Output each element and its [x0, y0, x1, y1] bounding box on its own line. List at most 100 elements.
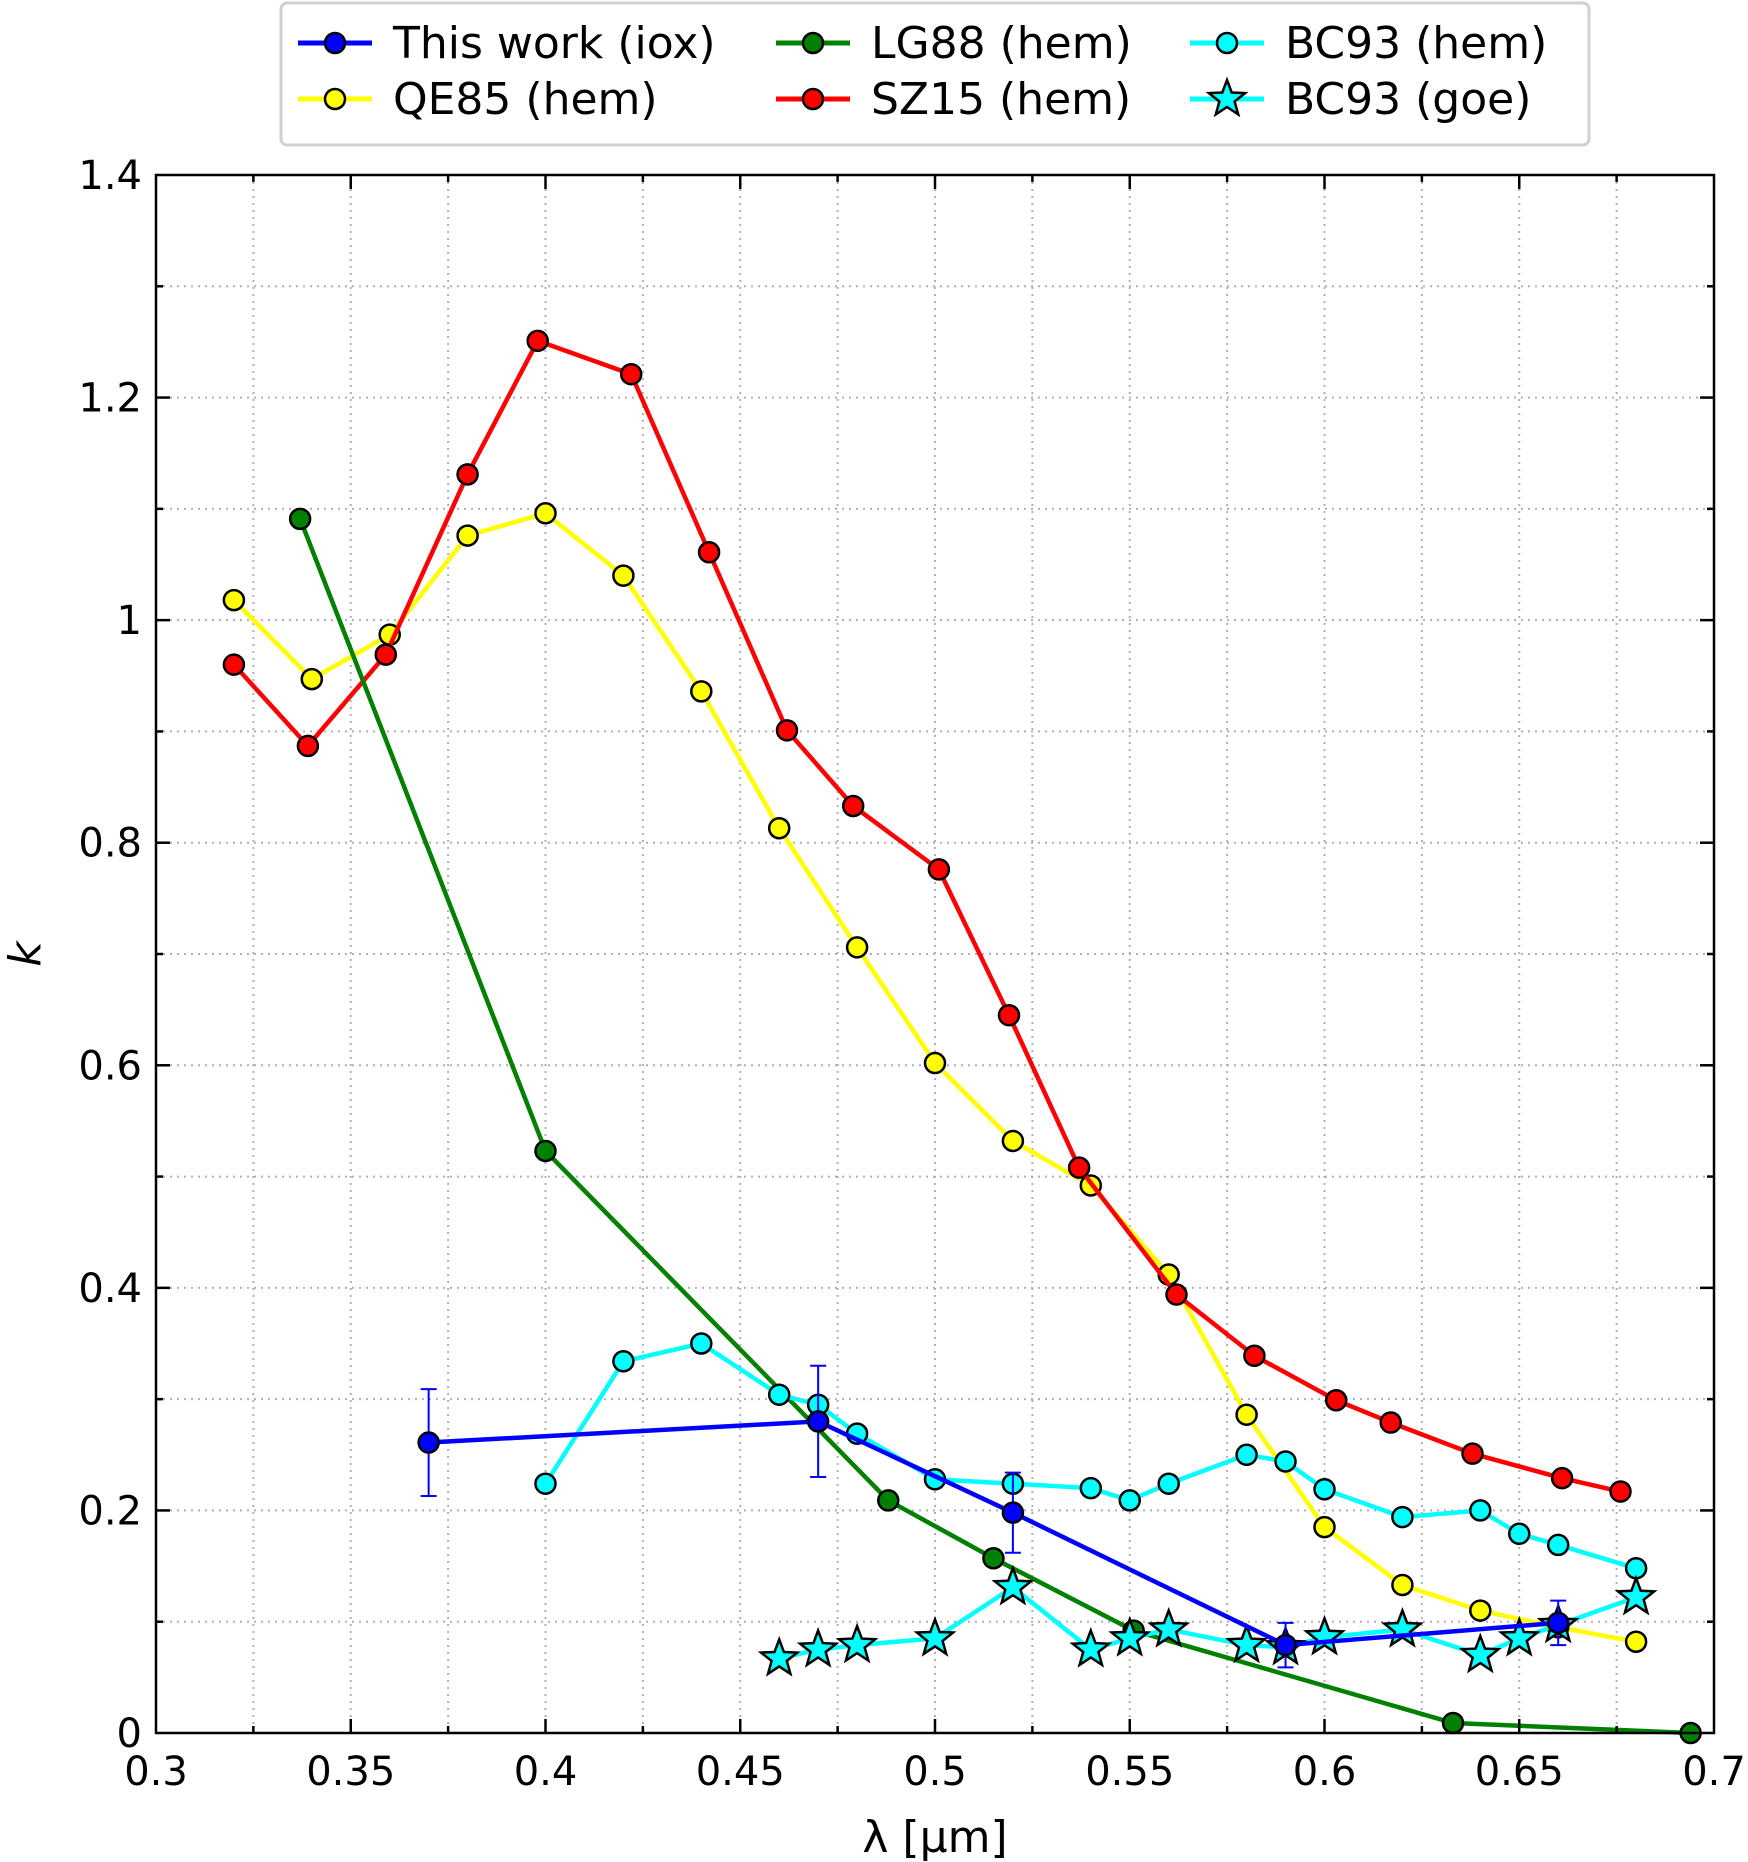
data-point	[1274, 1450, 1297, 1473]
data-point	[801, 87, 825, 111]
data-point	[1609, 1480, 1632, 1503]
data-point	[1001, 1129, 1025, 1153]
data-point	[323, 31, 347, 55]
data-point	[619, 362, 643, 386]
y-tick-label: 0.2	[78, 1488, 142, 1534]
series-line	[232, 338, 1622, 1494]
data-point	[877, 1489, 900, 1512]
y-tick-label: 1	[117, 598, 142, 644]
legend-label: BC93 (hem)	[1285, 18, 1547, 69]
data-point	[1001, 1501, 1025, 1524]
x-tick-label: 0.6	[1293, 1749, 1357, 1795]
x-tick-label: 0.7	[1682, 1749, 1746, 1795]
data-point	[1546, 1533, 1570, 1557]
data-point-star	[1225, 1622, 1269, 1664]
data-point-star	[1380, 1606, 1424, 1648]
data-point	[1235, 1443, 1258, 1467]
y-tick-label: 1.2	[78, 376, 142, 422]
y-tick-label: 0	[117, 1711, 142, 1757]
data-point	[1243, 1344, 1266, 1367]
data-point	[767, 1383, 791, 1406]
series-line	[778, 1584, 1637, 1661]
data-point	[697, 541, 721, 564]
data-point-star	[1497, 1615, 1541, 1657]
legend: This work (iox)QE85 (hem) LG88 (hem)SZ15 …	[279, 1, 1591, 147]
data-point	[534, 502, 557, 525]
data-point	[841, 794, 865, 818]
data-point	[374, 643, 398, 666]
y-tick-label: 0.8	[78, 821, 142, 867]
data-point	[1550, 1466, 1574, 1490]
x-tick-label: 0.3	[124, 1749, 188, 1795]
legend-label: This work (iox)	[392, 18, 716, 69]
data-point	[1118, 1489, 1141, 1512]
data-point-star	[835, 1622, 879, 1664]
series-0	[417, 1364, 1570, 1669]
data-point	[1391, 1505, 1414, 1529]
legend-box	[279, 1, 1591, 147]
data-point-star	[1147, 1606, 1191, 1648]
x-tick-label: 0.65	[1475, 1749, 1564, 1795]
ticks: 0.3 0.35 0.4 0.45 0.5 0.55 0.6 0.65 0.7 0 0.2 0.4 0.…	[78, 153, 1745, 1795]
data-point	[690, 1332, 713, 1355]
data-point	[1379, 1411, 1402, 1434]
data-point-star	[913, 1615, 957, 1657]
data-point	[767, 816, 791, 840]
data-point	[1067, 1156, 1091, 1179]
series-line	[428, 1419, 1559, 1648]
data-point	[417, 1431, 440, 1454]
y-tick-label: 1.4	[78, 153, 142, 199]
y-tick-label: 0.6	[78, 1043, 142, 1089]
data-point	[1469, 1499, 1492, 1522]
data-point	[775, 719, 799, 742]
data-point	[1546, 1611, 1570, 1635]
data-point	[534, 1139, 557, 1163]
data-point-star	[991, 1564, 1035, 1606]
data-point	[534, 1472, 557, 1495]
data-point	[1469, 1599, 1492, 1622]
data-point	[923, 1051, 947, 1075]
series-layer	[222, 329, 1702, 1745]
data-point	[1313, 1478, 1336, 1501]
data-point	[690, 680, 713, 703]
data-point	[1441, 1711, 1465, 1735]
series-3	[222, 329, 1632, 1503]
data-point	[1461, 1442, 1484, 1465]
data-point	[526, 329, 549, 353]
series-1	[222, 502, 1648, 1653]
data-point	[1624, 1630, 1648, 1653]
data-point-star	[757, 1635, 801, 1677]
data-point-star	[796, 1626, 840, 1668]
data-point-star	[1614, 1574, 1658, 1616]
data-point	[997, 1003, 1021, 1027]
data-point	[288, 507, 312, 531]
series-2	[288, 507, 1702, 1745]
data-point	[1313, 1515, 1336, 1539]
data-point	[456, 524, 479, 547]
data-point	[1508, 1522, 1531, 1546]
data-point	[222, 653, 246, 676]
x-axis-label: λ [µm]	[862, 1812, 1007, 1862]
x-tick-label: 0.55	[1085, 1749, 1174, 1795]
data-point	[1079, 1476, 1103, 1500]
data-point	[1274, 1633, 1297, 1657]
y-axis-label: k	[0, 940, 51, 967]
data-point	[1165, 1283, 1188, 1306]
data-point	[456, 463, 479, 486]
data-point	[845, 936, 869, 959]
x-tick-label: 0.35	[306, 1749, 395, 1795]
data-point	[612, 1350, 635, 1373]
data-point-star	[1069, 1626, 1113, 1668]
data-point	[323, 87, 347, 111]
x-tick-label: 0.5	[903, 1749, 967, 1795]
data-point	[806, 1410, 830, 1433]
data-point	[1324, 1389, 1348, 1412]
data-point-star	[1303, 1614, 1346, 1656]
data-point	[612, 564, 635, 587]
data-point	[801, 31, 825, 55]
data-point-star	[1205, 76, 1249, 118]
data-point	[296, 734, 320, 758]
legend-label: BC93 (goe)	[1285, 74, 1531, 125]
legend-label: LG88 (hem)	[871, 18, 1132, 69]
